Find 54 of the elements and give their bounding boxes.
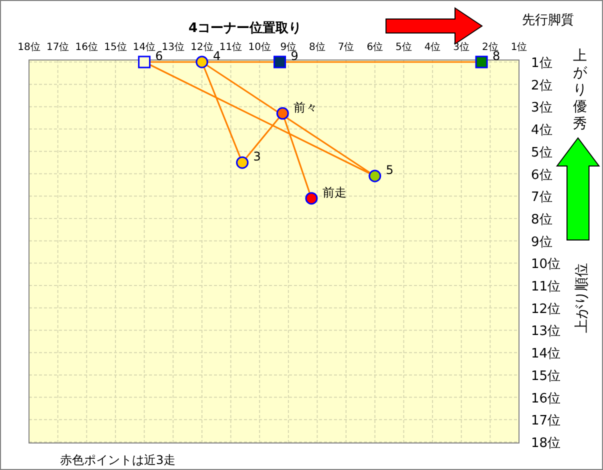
point xyxy=(138,56,151,68)
y-tick-label: 11位 xyxy=(531,280,561,295)
point xyxy=(276,107,289,120)
y-tick-label: 1位 xyxy=(531,56,552,71)
point xyxy=(368,170,382,182)
text: 先行脚質 xyxy=(522,13,574,28)
y-tick-label: 4位 xyxy=(531,123,552,138)
x-tick-label: 17位 xyxy=(46,41,70,53)
annotation: 4 xyxy=(212,49,221,63)
x-tick-label: 7位 xyxy=(338,41,354,53)
x-tick-label: 15位 xyxy=(104,41,127,53)
x-tick-label: 9位 xyxy=(280,41,297,53)
y-tick-label: 9位 xyxy=(531,234,552,250)
y-tick-label: 10位 xyxy=(531,257,561,272)
y-axis-title: 上がり順位 xyxy=(574,263,590,333)
point xyxy=(475,56,488,68)
x-tick-label: 2位 xyxy=(482,41,498,53)
point xyxy=(196,56,208,68)
annotation: 前走 xyxy=(322,185,346,200)
x-tick-label: 11位 xyxy=(219,41,242,53)
x-tick-label: 18位 xyxy=(18,41,40,53)
y-tick-label: 2位 xyxy=(531,78,552,94)
text: 赤色ポイントは近3走 xyxy=(60,453,176,467)
chart-title: 4コーナー位置取り xyxy=(188,21,302,36)
x-tick-label: 4位 xyxy=(424,41,441,53)
y-tick-label: 7位 xyxy=(531,190,552,206)
x-tick-label: 10位 xyxy=(248,41,271,53)
point xyxy=(274,56,286,68)
annotation: 6 xyxy=(155,49,163,63)
text: 上がり優秀 xyxy=(573,48,588,132)
y-tick-label: 14位 xyxy=(531,346,561,362)
y-tick-label: 8位 xyxy=(531,212,552,228)
y-tick-label: 16位 xyxy=(531,391,561,406)
point xyxy=(236,156,249,169)
annotation: 3 xyxy=(253,150,261,164)
x-tick-label: 1位 xyxy=(510,41,528,53)
y-tick-label: 6位 xyxy=(531,168,552,183)
y-tick-label: 5位 xyxy=(531,145,552,160)
x-tick-label: 6位 xyxy=(366,41,384,53)
y-tick-label: 15位 xyxy=(531,368,561,384)
annotation: 5 xyxy=(386,163,394,177)
x-tick-label: 14位 xyxy=(132,41,156,53)
x-tick-label: 12位 xyxy=(190,41,214,53)
x-tick-label: 8位 xyxy=(309,41,326,53)
y-tick-label: 13位 xyxy=(531,324,561,340)
point xyxy=(305,192,318,205)
y-tick-label: 17位 xyxy=(531,414,561,429)
x-tick-label: 13位 xyxy=(162,41,184,53)
x-tick-label: 16位 xyxy=(75,41,98,53)
y-tick-label: 18位 xyxy=(531,436,561,451)
y-tick-label: 12位 xyxy=(531,302,561,317)
x-tick-label: 5位 xyxy=(396,41,412,53)
annotation: 前々 xyxy=(294,100,318,114)
y-tick-label: 3位 xyxy=(531,100,552,116)
